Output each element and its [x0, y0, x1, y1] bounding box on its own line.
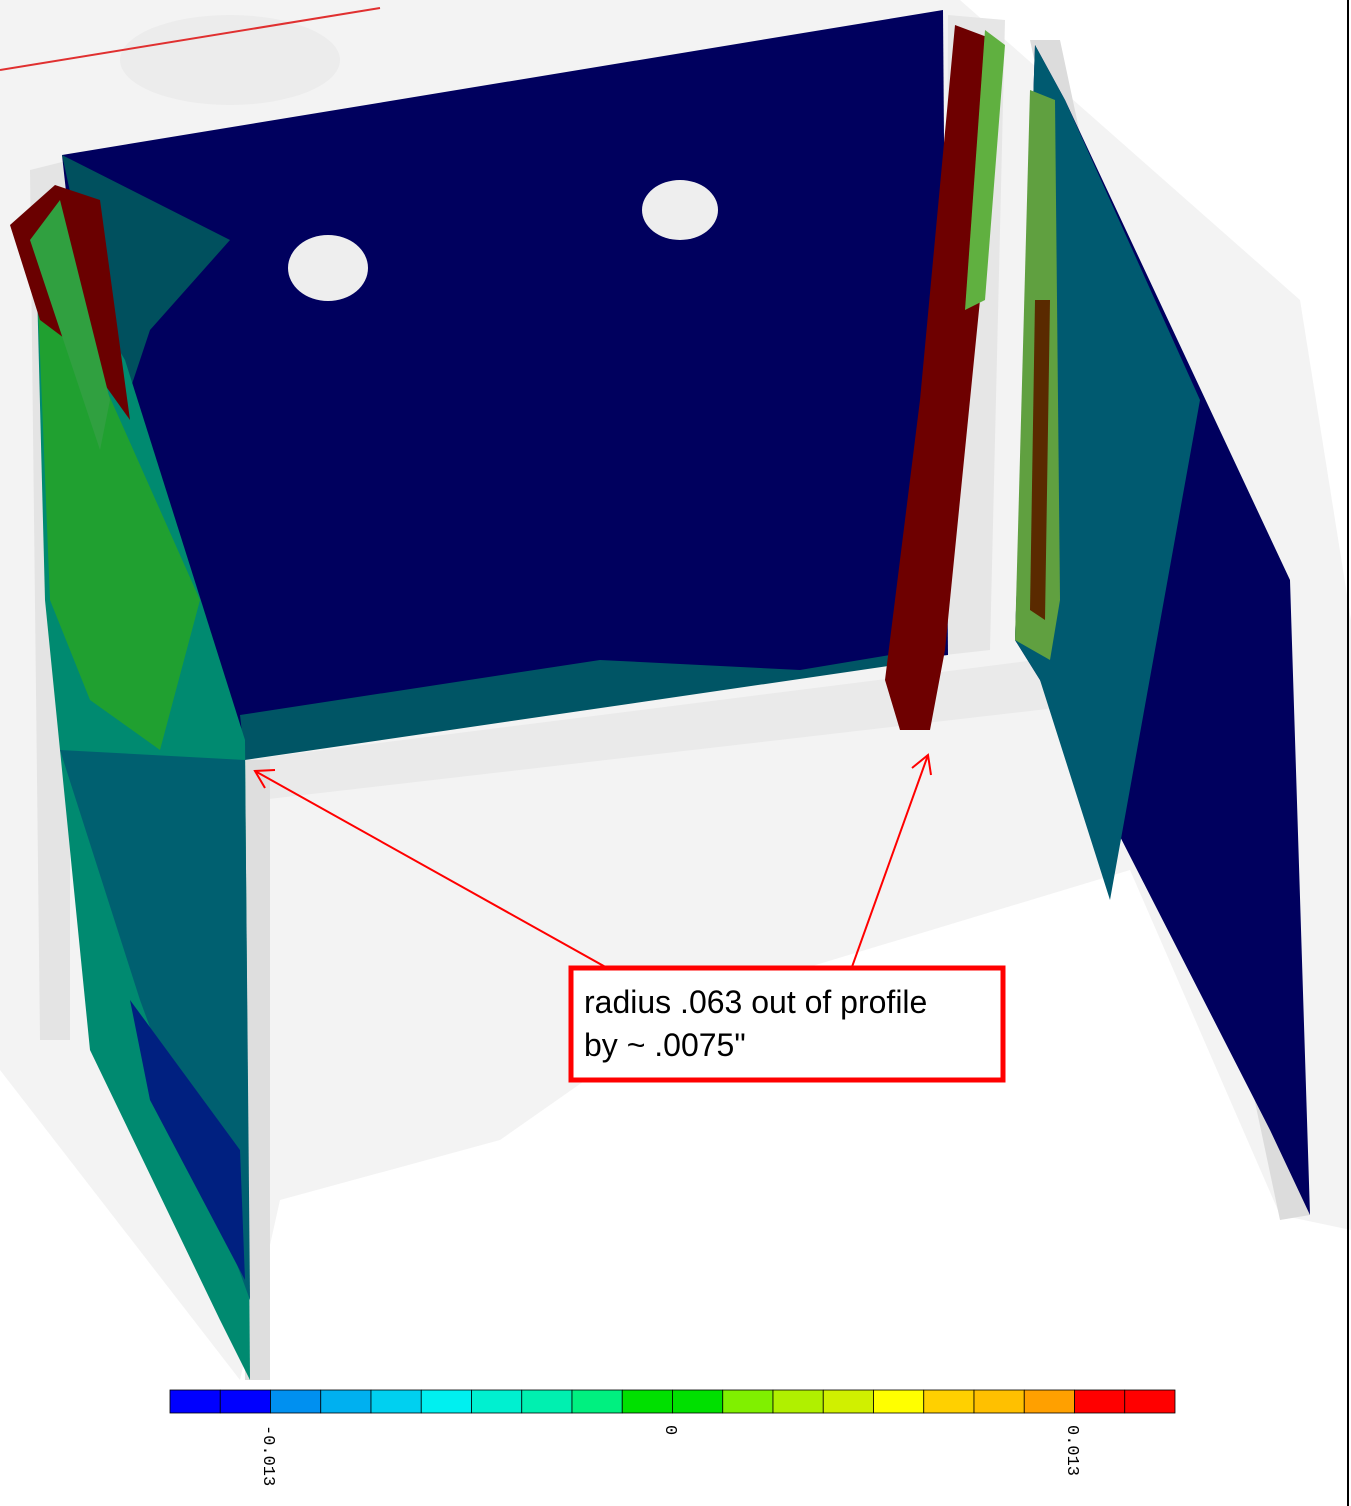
color-swatch: [370, 1389, 422, 1414]
color-swatch: [873, 1389, 925, 1414]
color-swatch: [169, 1389, 221, 1414]
color-swatch: [1023, 1389, 1075, 1414]
axis-line: [0, 7, 381, 71]
color-swatch: [822, 1389, 874, 1414]
arrow-head: [911, 753, 932, 776]
color-swatch: [1124, 1389, 1176, 1414]
color-swatch: [270, 1389, 322, 1414]
color-swatch: [521, 1389, 573, 1414]
color-swatch: [471, 1389, 523, 1414]
color-swatch: [722, 1389, 774, 1414]
right-wall: [1015, 45, 1310, 1215]
color-swatch: [923, 1389, 975, 1414]
color-swatch: [320, 1389, 372, 1414]
color-swatch: [219, 1389, 271, 1414]
color-swatch: [672, 1389, 724, 1414]
color-swatch: [1074, 1389, 1126, 1414]
annotation-text: by ~ .0075": [584, 1027, 746, 1063]
arrow-head: [253, 769, 276, 789]
color-bar-ticks: -0.013 0 0.013: [258, 1425, 1081, 1486]
back-wall: [62, 10, 948, 760]
color-swatch: [772, 1389, 824, 1414]
color-swatch: [571, 1389, 623, 1414]
color-bar: [169, 1389, 1176, 1414]
tick-label: -0.013: [258, 1425, 277, 1486]
left-wall: [10, 185, 250, 1380]
color-swatch: [621, 1389, 673, 1414]
color-swatch: [973, 1389, 1025, 1414]
annotation-box: [568, 965, 1006, 1083]
annotation-text: radius .063 out of profile: [584, 984, 927, 1020]
color-swatch: [420, 1389, 472, 1414]
tick-label: 0: [660, 1425, 679, 1435]
radius-spike: [885, 25, 1005, 730]
tick-label: 0.013: [1062, 1425, 1081, 1476]
